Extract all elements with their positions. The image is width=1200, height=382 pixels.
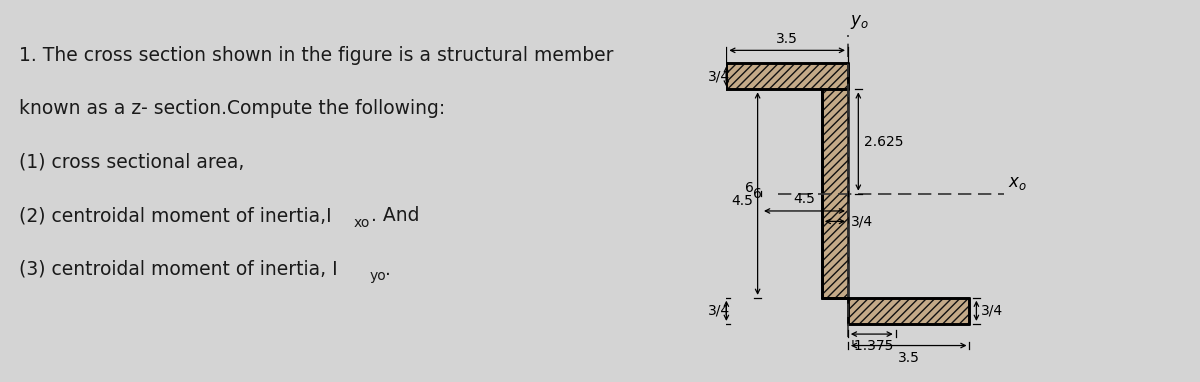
Text: (2) centroidal moment of inertia,I: (2) centroidal moment of inertia,I — [19, 206, 331, 225]
Text: 3.5: 3.5 — [776, 32, 798, 46]
Bar — [726, 63, 848, 89]
Text: 4.5: 4.5 — [793, 192, 816, 206]
Text: $x_o$: $x_o$ — [1008, 174, 1026, 192]
Text: yo: yo — [370, 269, 386, 283]
Bar — [848, 298, 970, 324]
Text: 1. The cross section shown in the figure is a structural member: 1. The cross section shown in the figure… — [19, 46, 613, 65]
Text: (1) cross sectional area,: (1) cross sectional area, — [19, 153, 244, 172]
Text: 3/4: 3/4 — [980, 304, 1003, 318]
Text: 6: 6 — [744, 181, 754, 196]
Text: . And: . And — [371, 206, 420, 225]
Text: 3/4: 3/4 — [851, 214, 874, 228]
Text: 3/4: 3/4 — [708, 70, 731, 83]
Text: known as a z- section.Compute the following:: known as a z- section.Compute the follow… — [19, 99, 445, 118]
Text: '1.375: '1.375 — [851, 339, 894, 353]
Text: 3/4: 3/4 — [708, 304, 731, 318]
Bar — [822, 89, 848, 298]
Text: 3.5: 3.5 — [898, 351, 919, 365]
Text: .: . — [385, 260, 391, 279]
Text: 6: 6 — [752, 186, 762, 201]
Text: (3) centroidal moment of inertia, I: (3) centroidal moment of inertia, I — [19, 260, 337, 279]
Text: $y_o$: $y_o$ — [850, 13, 869, 31]
Text: 4.5: 4.5 — [732, 194, 754, 208]
Text: 2.625: 2.625 — [864, 134, 904, 149]
Text: xo: xo — [354, 216, 370, 230]
